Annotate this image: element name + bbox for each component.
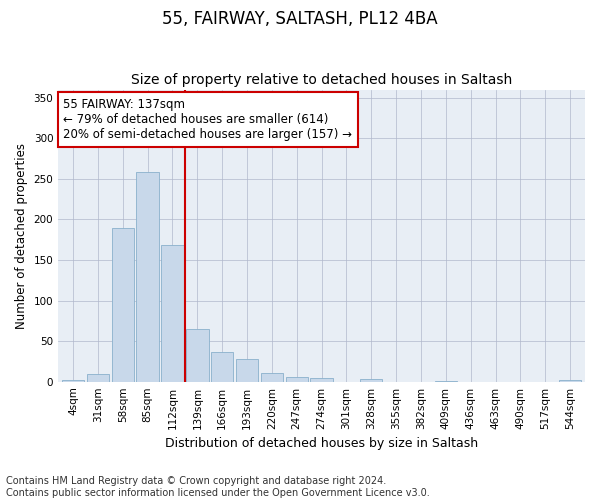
Bar <box>559 380 581 382</box>
Bar <box>434 381 457 382</box>
Bar <box>360 379 382 382</box>
Text: Contains HM Land Registry data © Crown copyright and database right 2024.
Contai: Contains HM Land Registry data © Crown c… <box>6 476 430 498</box>
Bar <box>161 246 184 382</box>
Bar <box>87 374 109 382</box>
Bar <box>186 329 209 382</box>
Bar <box>236 359 258 382</box>
Bar <box>112 228 134 382</box>
Bar <box>62 380 84 382</box>
X-axis label: Distribution of detached houses by size in Saltash: Distribution of detached houses by size … <box>165 437 478 450</box>
Bar <box>211 352 233 382</box>
Bar <box>286 377 308 382</box>
Bar <box>310 378 333 382</box>
Y-axis label: Number of detached properties: Number of detached properties <box>15 142 28 328</box>
Text: 55 FAIRWAY: 137sqm
← 79% of detached houses are smaller (614)
20% of semi-detach: 55 FAIRWAY: 137sqm ← 79% of detached hou… <box>64 98 352 142</box>
Title: Size of property relative to detached houses in Saltash: Size of property relative to detached ho… <box>131 73 512 87</box>
Bar <box>136 172 159 382</box>
Text: 55, FAIRWAY, SALTASH, PL12 4BA: 55, FAIRWAY, SALTASH, PL12 4BA <box>162 10 438 28</box>
Bar <box>260 373 283 382</box>
